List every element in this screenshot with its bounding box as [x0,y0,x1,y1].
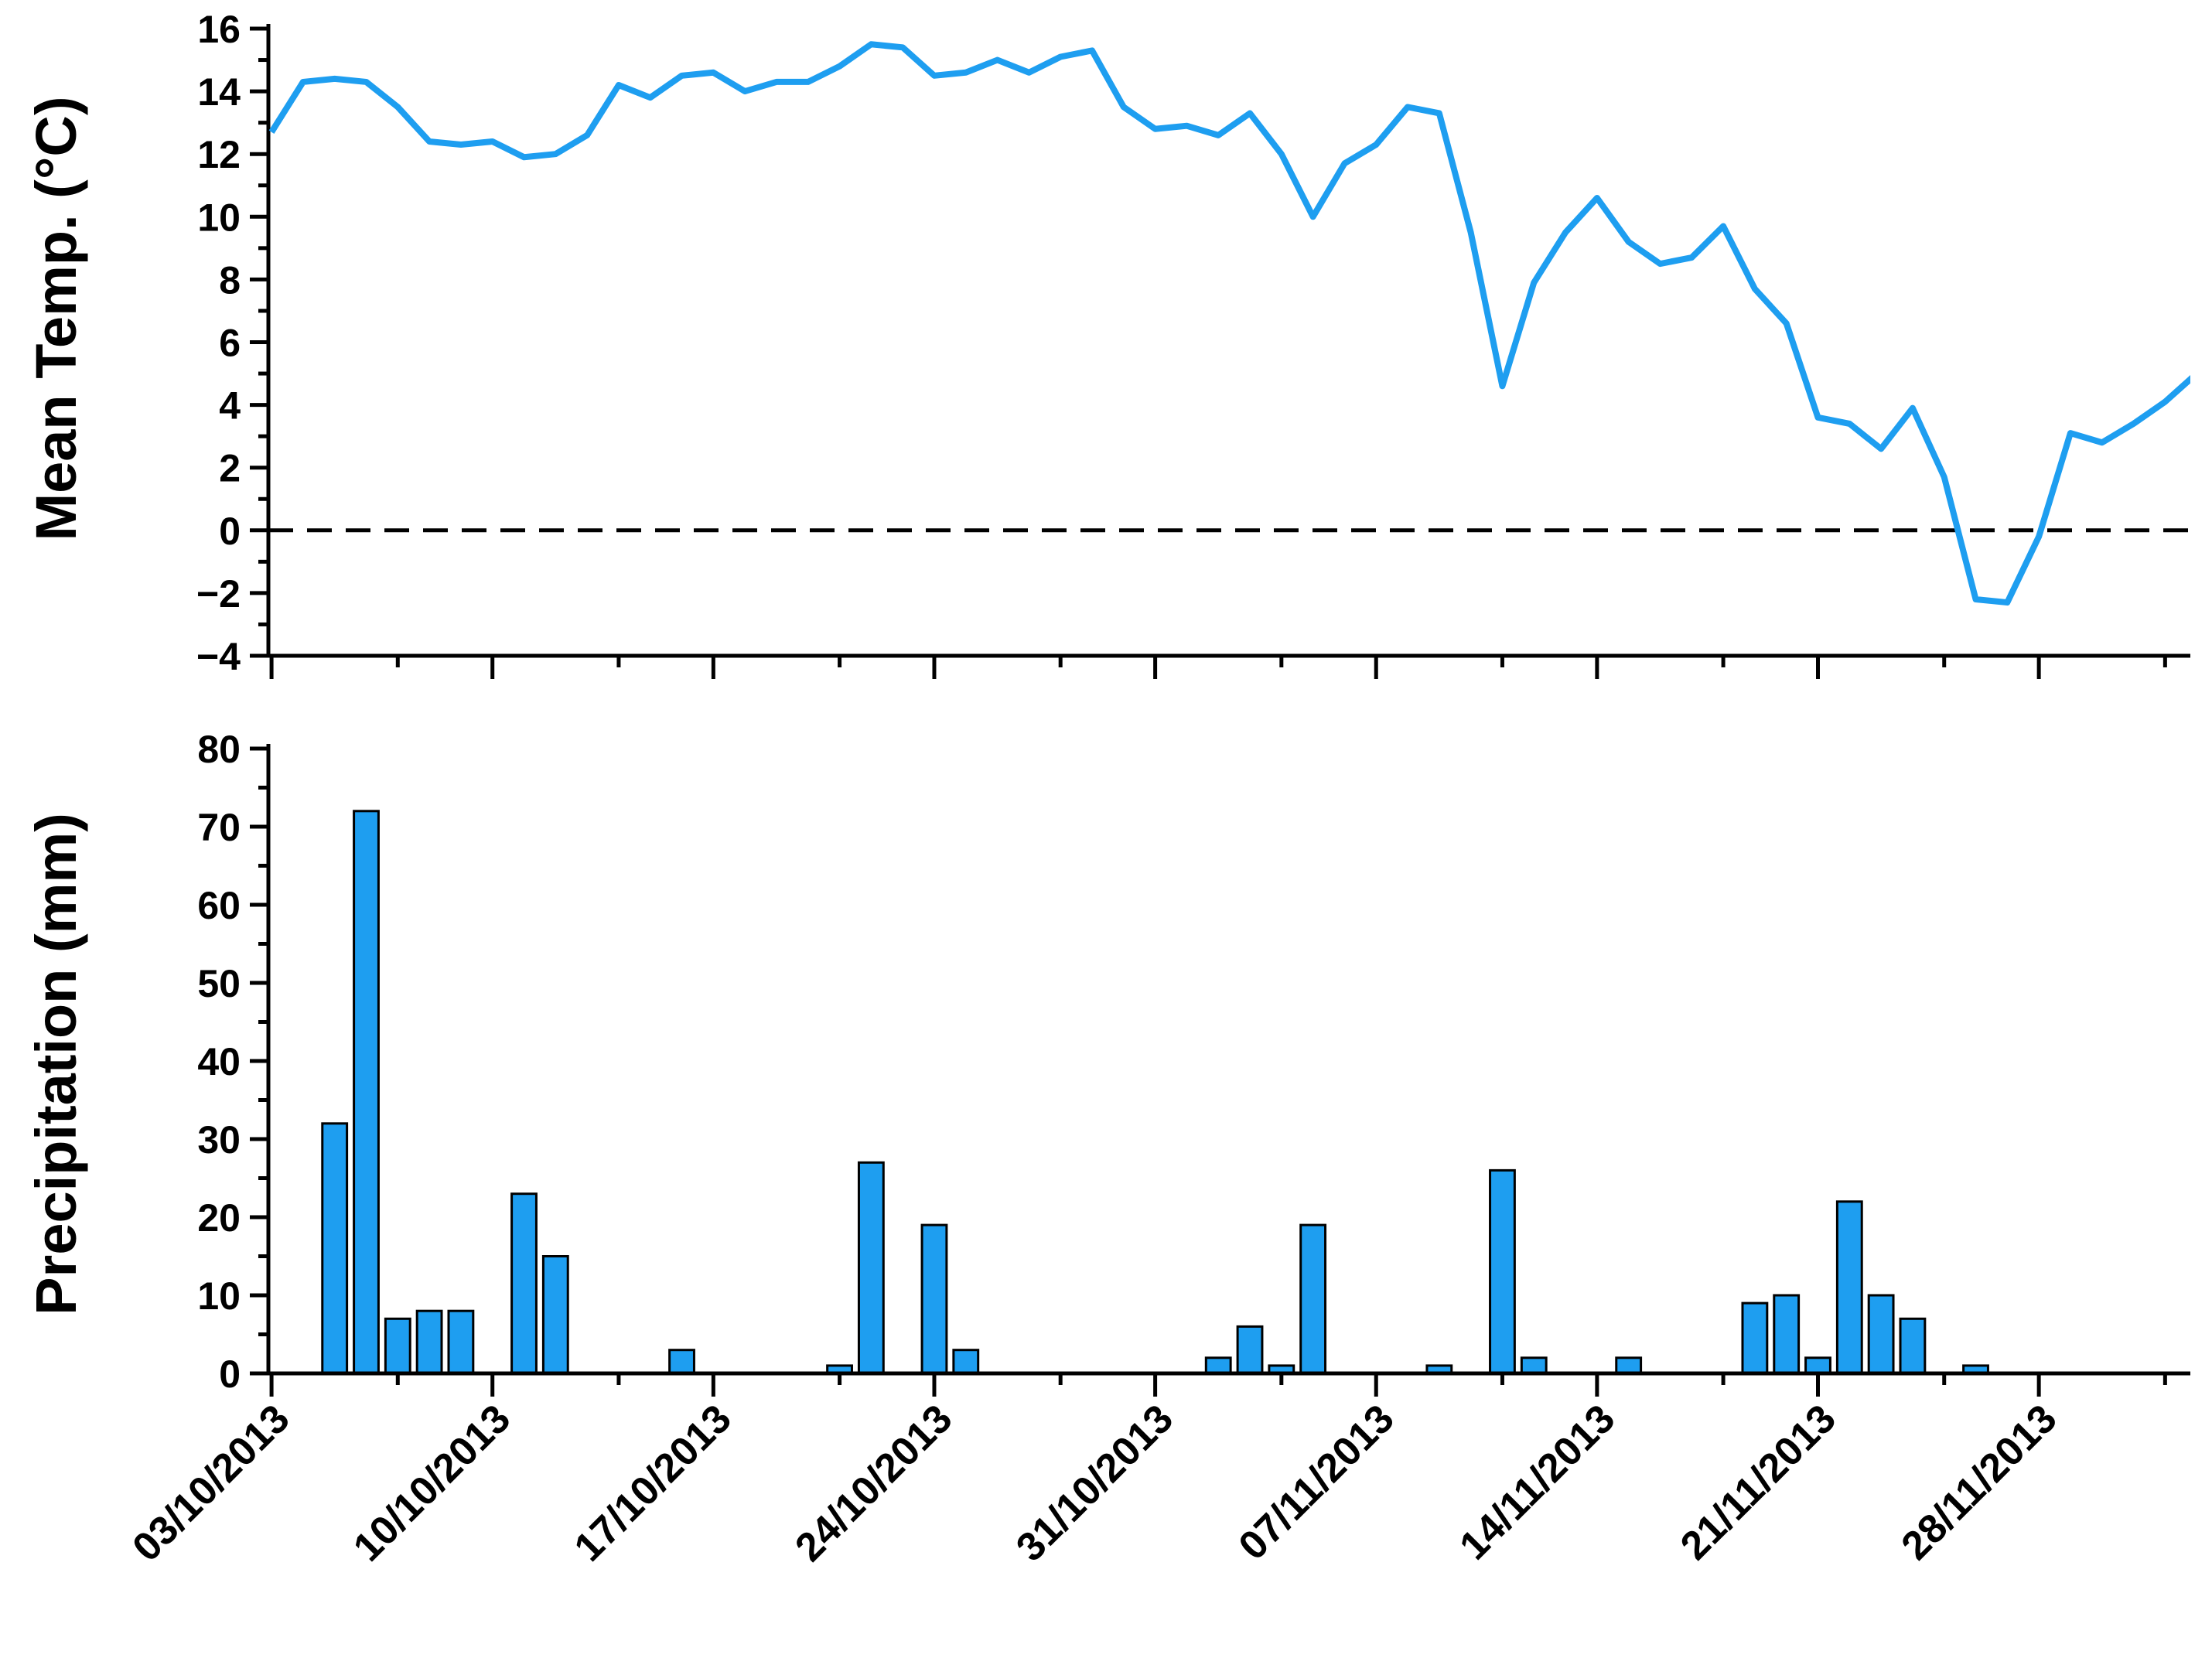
precipitation-bar [353,810,380,1375]
precipitation-bar [668,1349,695,1375]
precipitation-bar [857,1161,885,1375]
precipitation-bar [1741,1301,1769,1375]
temperature-axis-title: Mean Temp. (°C) [24,96,88,541]
temperature-panel: 16 14 12 10 8 6 4 2 0 −2 −4 [196,8,2190,679]
date-tick-label: 07/11/2013 [1231,1396,1403,1568]
precip-y-tick-label: 20 [197,1196,241,1240]
date-tick-label: 28/11/2013 [1893,1396,2066,1568]
precip-y-tick-label: 0 [219,1353,241,1396]
temperature-line [268,41,2190,606]
precipitation-bar [321,1122,349,1375]
temp-y-tick-label: 4 [219,384,241,428]
temp-y-tick-label: 2 [219,447,241,490]
date-tick-label: 03/10/2013 [125,1396,299,1570]
precipitation-bar [1804,1356,1831,1375]
precip-y-tick-label: 10 [197,1274,241,1318]
precipitation-bar [1489,1168,1516,1375]
precipitation-bar [920,1223,948,1375]
temp-y-tick-label: −4 [196,635,241,678]
precipitation-bar [952,1349,980,1375]
temp-y-tick-label: 16 [197,8,241,51]
precipitation-bar [1835,1200,1863,1375]
precipitation-bar [510,1192,538,1375]
temp-y-tick-label: −2 [196,572,241,616]
temp-y-tick-label: 6 [219,322,241,365]
precipitation-bar [1773,1294,1801,1375]
date-tick-label: 17/10/2013 [566,1396,740,1570]
precipitation-bar [384,1317,411,1375]
precip-y-tick-label: 70 [197,806,241,849]
temp-y-tick-label: 0 [219,510,241,553]
precipitation-bar [447,1309,475,1375]
precipitation-bar [1204,1356,1232,1375]
precipitation-bar [541,1255,569,1375]
temp-y-tick-label: 8 [219,258,241,302]
precipitation-bar [415,1309,443,1375]
precip-y-tick-label: 80 [197,728,241,771]
precipitation-bar [1899,1317,1927,1375]
precipitation-axis-title: Precipitation (mm) [24,813,88,1315]
precip-y-tick-label: 50 [197,962,241,1005]
date-tick-label: 31/10/2013 [1008,1396,1182,1570]
precipitation-panel: 80 70 60 50 40 30 20 10 0 [197,728,2190,1397]
date-axis-labels: 03/10/2013 10/10/2013 17/10/2013 24/10/2013… [125,1396,2066,1570]
precipitation-bar [1520,1356,1548,1375]
precipitation-bar [1867,1294,1895,1375]
precipitation-bar [1299,1223,1327,1375]
date-tick-label: 14/11/2013 [1451,1396,1623,1568]
date-tick-label: 21/11/2013 [1672,1396,1845,1568]
precipitation-bar [1236,1325,1264,1375]
temp-y-tick-label: 10 [197,196,241,239]
precip-y-tick-label: 60 [197,884,241,927]
date-tick-label: 24/10/2013 [787,1396,961,1570]
date-tick-label: 10/10/2013 [345,1396,519,1570]
temp-y-tick-label: 12 [197,133,241,176]
temp-y-tick-label: 14 [197,70,241,114]
precip-y-tick-label: 30 [197,1118,241,1162]
precip-y-tick-label: 40 [197,1040,241,1083]
precipitation-bar [1615,1356,1643,1375]
